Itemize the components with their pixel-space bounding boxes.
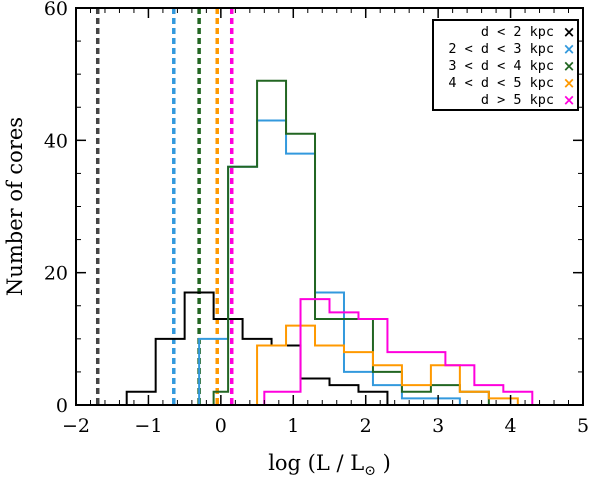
x-axis-title: log (L / L⊙ ): [268, 451, 391, 479]
y-tick-label: 0: [56, 395, 68, 417]
histogram-series-0: [125, 291, 417, 406]
x-tick-label: 3: [432, 415, 444, 437]
legend-entry-label: d < 2 kpc: [481, 24, 554, 40]
y-tick-label: 60: [44, 0, 68, 20]
legend-entry-marker: ×: [563, 23, 576, 41]
x-tick-label: 4: [505, 415, 517, 437]
x-tick-label: 1: [287, 415, 299, 437]
legend-entry-marker: ×: [563, 74, 576, 92]
histogram-series-1: [198, 119, 518, 406]
y-tick-label: 40: [44, 130, 68, 152]
legend-entry-label: 2 < d < 3 kpc: [448, 41, 554, 57]
legend: d < 2 kpc × 2 < d < 3 kpc × 3 < d < 4 kpc × 4 …: [432, 19, 579, 111]
histogram-series-3: [256, 324, 519, 405]
x-tick-label: −1: [134, 415, 162, 437]
y-axis-title: Number of cores: [3, 117, 27, 296]
histogram-series-2: [212, 79, 490, 405]
legend-entry-label: d > 5 kpc: [481, 92, 554, 108]
x-tick-label: −2: [62, 415, 90, 437]
legend-entry-label: 3 < d < 4 kpc: [448, 58, 554, 74]
legend-box: [432, 19, 579, 111]
y-tick-label: 20: [44, 263, 68, 285]
x-tick-label: 0: [215, 415, 227, 437]
legend-entry-label: 4 < d < 5 kpc: [448, 75, 554, 91]
legend-entry-marker: ×: [563, 40, 576, 58]
plot-area: [95, 8, 562, 406]
x-tick-label: 2: [360, 415, 372, 437]
legend-entry-marker: ×: [563, 91, 576, 109]
x-tick-label: 5: [577, 415, 589, 437]
legend-entry-marker: ×: [563, 57, 576, 75]
histogram-series-4: [263, 298, 562, 406]
axes: −2 −1 0 1 2 3 4 5 0 20 40 60 log (L / L⊙ ) Number of …: [3, 0, 589, 479]
